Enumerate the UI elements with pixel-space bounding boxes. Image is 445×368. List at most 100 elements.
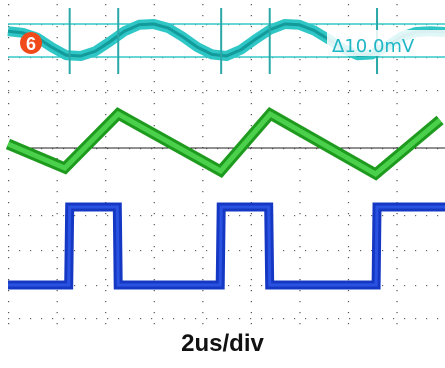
grid-dot xyxy=(396,257,398,259)
grid-dot xyxy=(153,70,155,72)
grid-dot xyxy=(153,213,155,215)
grid-dot xyxy=(56,37,58,39)
grid-dot xyxy=(105,312,107,314)
grid-dot xyxy=(250,235,252,237)
grid-dot xyxy=(250,312,252,314)
grid-dot xyxy=(105,4,107,6)
grid-dot xyxy=(347,279,350,281)
grid-dot xyxy=(56,257,58,259)
grid-dot xyxy=(8,70,10,72)
grid-dot xyxy=(63,90,65,92)
grid-dot xyxy=(140,318,142,320)
grid-dot xyxy=(272,318,274,320)
grid-dot xyxy=(107,285,109,287)
grid-dot xyxy=(250,59,252,61)
grid-dot xyxy=(30,90,32,92)
grid-dot xyxy=(202,136,204,138)
grid-dot xyxy=(8,125,10,127)
grid-dot xyxy=(327,250,329,252)
grid-dot xyxy=(85,285,87,287)
grid-dot xyxy=(360,215,362,217)
grid-dot xyxy=(437,318,439,320)
grid-dot xyxy=(8,318,10,320)
grid-dot xyxy=(202,114,204,116)
grid-dot xyxy=(195,318,197,320)
grid-dot xyxy=(105,15,107,17)
grid-dot xyxy=(202,81,204,83)
delta-readout-bg xyxy=(327,30,445,56)
grid-dot xyxy=(206,215,208,217)
grid-dot xyxy=(426,215,428,217)
grid-dot xyxy=(360,148,362,150)
grid-dot xyxy=(8,312,10,314)
grid-dot xyxy=(202,290,204,292)
grid-dot xyxy=(105,114,107,116)
grid-dot xyxy=(299,15,301,17)
grid-dot xyxy=(382,318,384,320)
grid-dot xyxy=(360,318,362,320)
grid-dot xyxy=(56,279,58,281)
grid-dot xyxy=(396,125,398,127)
grid-dot xyxy=(8,169,10,171)
grid-dot xyxy=(52,318,54,320)
grid-dot xyxy=(239,250,241,252)
grid-dot xyxy=(96,148,98,150)
grid-dot xyxy=(396,103,398,105)
grid-dot xyxy=(30,318,32,320)
grid-dot xyxy=(347,323,350,325)
grid-dot xyxy=(63,148,65,150)
grid-dot xyxy=(299,59,301,61)
grid-dot xyxy=(305,215,307,217)
grid-dot xyxy=(202,301,204,303)
grid-dot xyxy=(382,250,384,252)
grid-dot xyxy=(153,323,155,325)
grid-dot xyxy=(347,59,350,61)
grid-dot xyxy=(217,90,219,92)
grid-dot xyxy=(56,213,58,215)
grid-dot xyxy=(56,323,58,325)
grid-dot xyxy=(426,285,428,287)
grid-dot xyxy=(382,148,384,150)
square-trace xyxy=(8,202,445,290)
grid-dot xyxy=(250,148,252,150)
grid-dot xyxy=(299,213,301,215)
grid-dot xyxy=(107,90,109,92)
grid-dot xyxy=(52,215,54,217)
grid-dot xyxy=(299,158,301,160)
grid-dot xyxy=(202,169,204,171)
grid-dot xyxy=(105,37,107,39)
grid-dot xyxy=(52,90,54,92)
grid-dot xyxy=(316,148,318,150)
grid-dot xyxy=(347,213,350,215)
grid-dot xyxy=(19,318,21,320)
grid-dot xyxy=(184,250,186,252)
grid-dot xyxy=(105,103,107,105)
grid-dot xyxy=(56,103,58,105)
grid-dot xyxy=(415,90,417,92)
grid-dot xyxy=(41,318,43,320)
grid-dot xyxy=(396,4,398,6)
grid-dot xyxy=(56,158,58,160)
grid-dot xyxy=(250,250,252,252)
grid-dot xyxy=(371,148,373,150)
grid-dot xyxy=(347,169,350,171)
grid-dot xyxy=(153,202,155,204)
grid-dot xyxy=(56,246,58,248)
grid-dot xyxy=(347,224,350,226)
grid-dot xyxy=(8,224,10,226)
grid-dot xyxy=(396,169,398,171)
grid-dot xyxy=(347,4,350,6)
grid-dot xyxy=(129,215,131,217)
grid-dot xyxy=(294,250,296,252)
grid-dot xyxy=(118,148,120,150)
grid-dot xyxy=(202,103,204,105)
grid-dot xyxy=(294,148,296,150)
grid-dot xyxy=(41,148,43,150)
grid-dot xyxy=(151,318,153,320)
grid-dot xyxy=(19,90,21,92)
grid-dot xyxy=(105,158,107,160)
grid-dot xyxy=(8,103,10,105)
grid-dot xyxy=(250,301,252,303)
grid-dot xyxy=(153,257,155,259)
grid-dot xyxy=(250,125,252,127)
